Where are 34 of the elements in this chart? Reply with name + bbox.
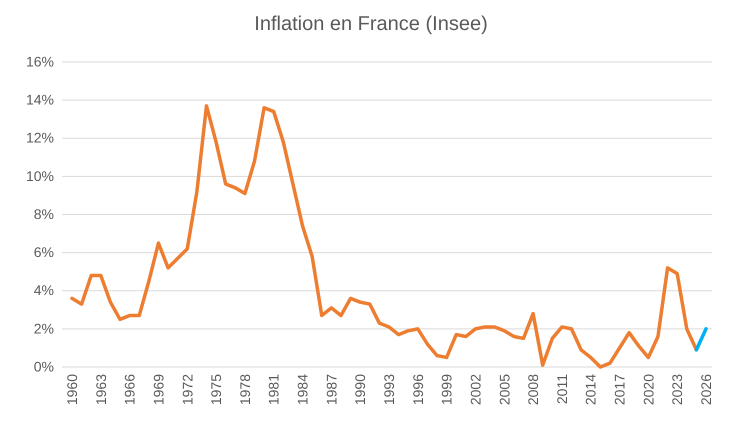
- y-tick-label: 2%: [34, 320, 54, 336]
- x-tick-label: 2014: [582, 374, 599, 406]
- y-tick-label: 14%: [26, 92, 54, 108]
- x-tick-label: 1978: [236, 374, 253, 406]
- x-tick-label: 2017: [612, 374, 628, 406]
- x-tick-label: 1969: [150, 374, 166, 406]
- x-tick-label: 2002: [467, 374, 484, 406]
- x-tick-label: 1984: [294, 374, 311, 406]
- x-tick-label: 2026: [698, 374, 714, 406]
- line-series: [70, 104, 698, 369]
- y-tick-label: 12%: [26, 130, 54, 146]
- y-tick-label: 0%: [34, 358, 54, 374]
- x-tick-label: 1987: [323, 374, 340, 406]
- x-tick-label: 1999: [438, 374, 455, 406]
- x-tick-label: 2008: [525, 374, 542, 406]
- y-tick-label: 8%: [34, 206, 54, 222]
- x-tick-label: 2005: [496, 374, 512, 406]
- y-tick-label: 10%: [26, 168, 54, 184]
- x-tick-label: 1966: [122, 374, 138, 406]
- x-tick-label: 1975: [208, 374, 224, 406]
- x-tick-label: 1996: [410, 374, 426, 406]
- x-tick-label: 1993: [381, 374, 397, 406]
- x-tick-label: 2023: [669, 374, 686, 406]
- x-tick-label: 2011: [554, 374, 570, 404]
- x-tick-label: 2020: [640, 374, 656, 406]
- y-tick-label: 16%: [26, 53, 54, 70]
- chart-title: Inflation en France (Insee): [254, 13, 488, 35]
- x-tick-label: 1963: [92, 374, 109, 406]
- y-tick-label: 6%: [34, 244, 54, 260]
- y-tick-label: 4%: [34, 282, 54, 298]
- x-tick-label: 1960: [64, 374, 80, 406]
- x-tick-label: 1972: [179, 374, 196, 406]
- x-tick-label: 1981: [266, 374, 282, 406]
- x-tick-label: 1990: [352, 374, 368, 406]
